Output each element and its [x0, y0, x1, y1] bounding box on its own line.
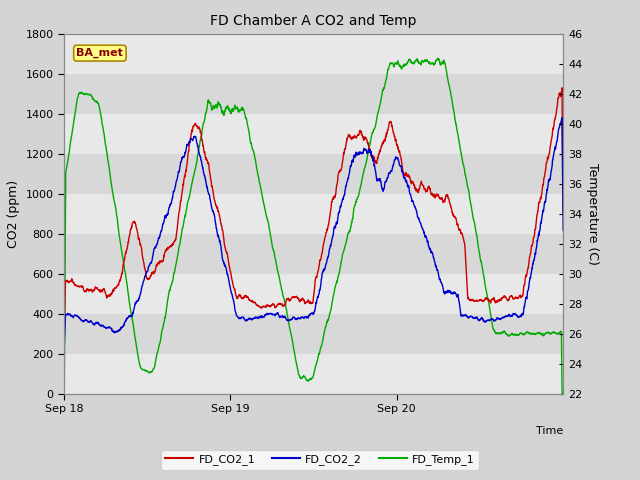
Bar	[64, 193, 563, 234]
Bar	[64, 313, 563, 354]
Bar	[64, 274, 563, 313]
Bar	[64, 234, 563, 274]
Y-axis label: Temperature (C): Temperature (C)	[586, 163, 599, 264]
Y-axis label: CO2 (ppm): CO2 (ppm)	[7, 180, 20, 248]
Bar	[64, 34, 563, 73]
Bar	[64, 354, 563, 394]
Text: BA_met: BA_met	[77, 48, 124, 58]
Title: FD Chamber A CO2 and Temp: FD Chamber A CO2 and Temp	[211, 14, 417, 28]
Bar	[64, 114, 563, 154]
Legend: FD_CO2_1, FD_CO2_2, FD_Temp_1: FD_CO2_1, FD_CO2_2, FD_Temp_1	[161, 450, 479, 469]
Bar	[64, 73, 563, 114]
Bar	[64, 154, 563, 193]
Text: Time: Time	[536, 426, 563, 436]
